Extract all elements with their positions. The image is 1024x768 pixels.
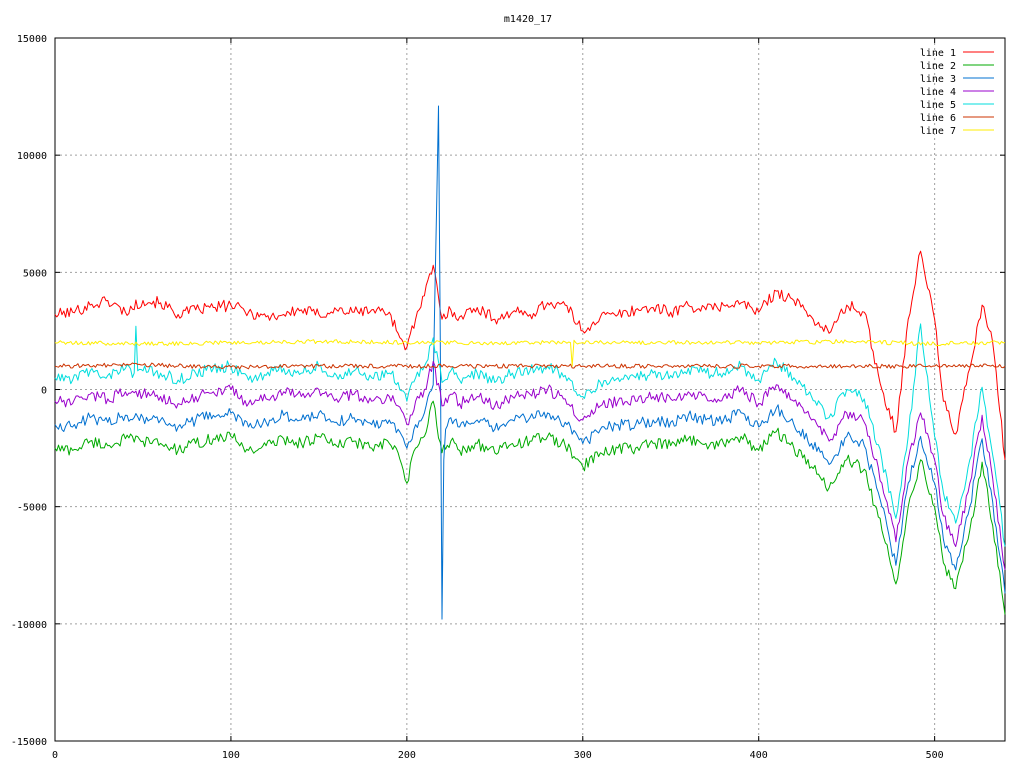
x-tick-label: 300 (574, 750, 592, 761)
legend-label-4: line 4 (920, 87, 956, 98)
y-tick-label: 15000 (17, 34, 47, 45)
series-line-3 (54, 105, 1006, 620)
grid (55, 38, 1005, 741)
axis-ticks: 0 100 200 300 400 500 -15000 -10000 -5000 0 5000 10… (11, 34, 1005, 761)
y-tick-label: 10000 (17, 151, 47, 162)
x-tick-label: 100 (222, 750, 240, 761)
x-tick-label: 0 (52, 750, 58, 761)
x-tick-label: 200 (398, 750, 416, 761)
legend-label-7: line 7 (920, 126, 956, 137)
y-tick-label: -15000 (11, 737, 47, 748)
x-tick-label: 500 (926, 750, 944, 761)
legend-label-2: line 2 (920, 61, 956, 72)
legend-label-6: line 6 (920, 113, 956, 124)
series-line-5 (54, 323, 1006, 547)
y-tick-label: -5000 (17, 503, 47, 514)
chart-title: m1420_17 (504, 14, 552, 25)
x-tick-label: 400 (750, 750, 768, 761)
legend-label-3: line 3 (920, 74, 956, 85)
y-tick-label: -10000 (11, 620, 47, 631)
series-line-6 (54, 362, 1006, 370)
y-tick-label: 0 (41, 386, 47, 397)
y-tick-label: 5000 (23, 268, 47, 279)
legend-label-1: line 1 (920, 48, 956, 59)
legend-label-5: line 5 (920, 100, 956, 111)
series-line-4 (54, 360, 1006, 570)
legend: line 1 line 2 line 3 line 4 line 5 line 6 line… (920, 48, 994, 137)
series-line-2 (54, 400, 1006, 615)
series-lines (54, 105, 1006, 620)
series-line-7 (54, 339, 1006, 367)
series-line-1 (54, 250, 1006, 460)
